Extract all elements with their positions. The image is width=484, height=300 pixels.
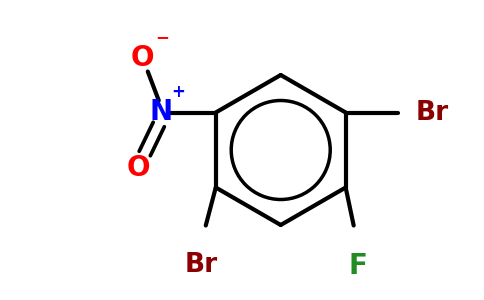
Text: N: N	[149, 98, 172, 127]
Text: Br: Br	[184, 251, 217, 278]
Text: F: F	[348, 251, 367, 280]
Text: O: O	[127, 154, 151, 182]
Text: −: −	[155, 28, 169, 46]
Text: +: +	[171, 83, 185, 101]
Text: O: O	[131, 44, 154, 71]
Text: Br: Br	[416, 100, 449, 125]
